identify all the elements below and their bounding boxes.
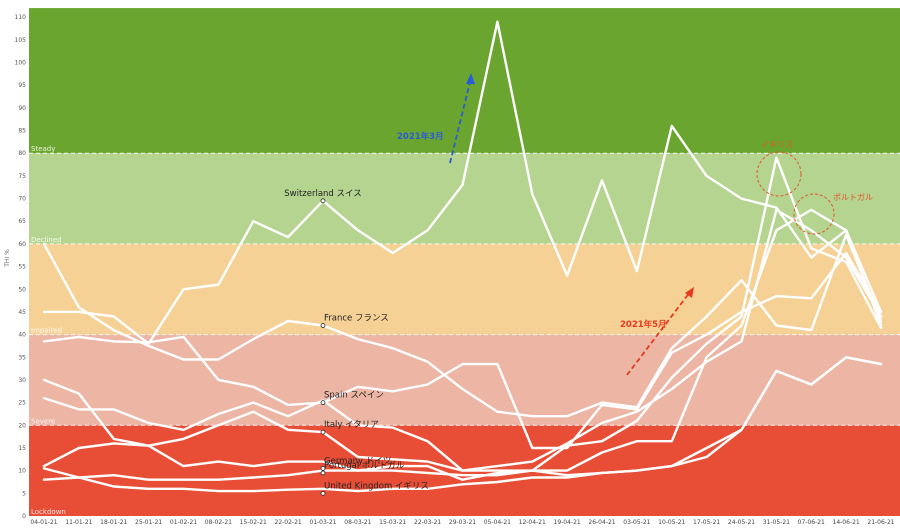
- x-tick-label: 31-05-21: [763, 519, 790, 525]
- x-tick-label: 01-03-21: [309, 519, 336, 525]
- y-tick-label: 40: [18, 332, 26, 339]
- x-tick-label: 26-04-21: [588, 519, 615, 525]
- x-tick-label: 01-02-21: [170, 519, 197, 525]
- point-layer: Switzerland スイス France フランス Spain スペイン Ital…: [284, 189, 429, 496]
- y-tick-label: 35: [18, 354, 26, 361]
- x-tick-label: 15-02-21: [240, 519, 267, 525]
- x-tick-label: 19-04-21: [554, 519, 581, 525]
- annotation-portugal: ポルトガル: [833, 192, 873, 202]
- annotation-march: 2021年3月: [397, 131, 444, 142]
- country-marker: [320, 490, 326, 496]
- y-tick-label: 75: [18, 173, 26, 180]
- series-line-france: [42, 233, 883, 418]
- x-tick-label: 11-01-21: [65, 519, 92, 525]
- country-label: Portugal ポルトガル: [324, 460, 405, 471]
- country-marker: [320, 470, 326, 476]
- country-marker: [320, 323, 326, 328]
- x-tick-label: 15-03-21: [379, 519, 406, 525]
- uk-highlight-circle: [756, 151, 802, 197]
- country-label: Spain スペイン: [324, 391, 384, 401]
- x-tick-label: 24-05-21: [728, 519, 755, 525]
- country-marker: [320, 429, 326, 435]
- may-arrow-line: [626, 291, 691, 376]
- x-tick-label: 29-03-21: [449, 519, 476, 525]
- country-label: Switzerland スイス: [284, 189, 362, 199]
- y-tick-label: 110: [15, 14, 27, 21]
- grid-layer: [29, 152, 900, 426]
- country-marker: [320, 198, 326, 204]
- y-tick-label: 10: [18, 468, 26, 475]
- y-tick-label: 100: [15, 60, 27, 67]
- band-label: Lockdown: [31, 508, 66, 516]
- y-tick-layer: 0 5 10 15 20 25 30 35 40 45 50 55 60 65 70 75 80 85 90 95 10…: [15, 14, 27, 520]
- y-tick-label: 5: [22, 490, 26, 497]
- x-tick-label: 05-04-21: [484, 519, 511, 525]
- x-tick-label: 10-05-21: [658, 519, 685, 525]
- y-tick-label: 105: [15, 37, 27, 44]
- annotation-uk: イギリス: [761, 140, 793, 149]
- band-declined: [29, 153, 900, 244]
- x-tick-label: 03-05-21: [623, 519, 650, 525]
- x-tick-label: 08-02-21: [205, 519, 232, 525]
- y-tick-label: 15: [18, 445, 26, 452]
- y-tick-label: 65: [18, 218, 26, 225]
- x-tick-label: 22-02-21: [275, 519, 302, 525]
- series-line-portugal: [42, 208, 883, 481]
- band-label: Steady: [31, 145, 55, 153]
- series-layer: [42, 20, 883, 493]
- annotation-may: 2021年5月: [620, 319, 667, 330]
- series-line-germany: [42, 208, 883, 472]
- band-label: Impaired: [31, 327, 62, 335]
- country-label: Italy イタリア: [324, 420, 379, 430]
- country-marker: [320, 400, 326, 406]
- y-tick-label: 95: [18, 82, 26, 89]
- band-severe: [29, 334, 900, 426]
- y-tick-label: 55: [18, 264, 26, 271]
- march-arrow-head: [466, 73, 475, 84]
- x-tick-label: 22-03-21: [414, 519, 441, 525]
- march-arrow-line: [449, 77, 472, 164]
- x-tick-label: 25-01-21: [135, 519, 162, 525]
- band-label: Severe: [31, 417, 55, 425]
- y-tick-label: 85: [18, 128, 26, 135]
- y-tick-label: 30: [18, 377, 26, 384]
- x-tick-label: 21-06-21: [867, 519, 894, 525]
- band-label: Declined: [31, 236, 62, 244]
- country-marker: [320, 465, 326, 471]
- y-tick-label: 80: [18, 150, 26, 157]
- y-tick-label: 0: [22, 513, 26, 520]
- x-tick-label: 08-03-21: [344, 519, 371, 525]
- may-arrow-head: [685, 287, 694, 298]
- series-line-switzerland: [42, 20, 883, 345]
- x-tick-label: 07-06-21: [798, 519, 825, 525]
- y-tick-label: 60: [18, 241, 26, 248]
- band-layer: [29, 8, 900, 516]
- x-tick-label: 17-05-21: [693, 519, 720, 525]
- y-tick-label: 50: [18, 286, 26, 293]
- country-label: Germany ドイツ: [324, 456, 391, 466]
- y-tick-label: 25: [18, 400, 26, 407]
- country-label: France フランス: [324, 314, 389, 324]
- x-tick-label: 14-06-21: [833, 519, 860, 525]
- y-tick-label: 70: [18, 196, 26, 203]
- country-label: United Kingdom イギリス: [324, 481, 429, 491]
- y-axis-label: THI %: [4, 249, 11, 268]
- y-tick-label: 20: [18, 422, 26, 429]
- band-impaired: [29, 243, 900, 335]
- x-tick-label: 12-04-21: [519, 519, 546, 525]
- portugal-highlight-circle: [793, 193, 835, 235]
- band-steady: [29, 8, 900, 154]
- band-label-layer: Lockdown Severe Impaired Declined Steady: [31, 145, 66, 516]
- x-tick-layer: 04-01-21 11-01-21 18-01-21 25-01-21 01-02-21…: [30, 519, 894, 526]
- series-line-extra: [42, 356, 883, 493]
- x-tick-label: 04-01-21: [30, 519, 57, 525]
- x-tick-label: 18-01-21: [100, 519, 127, 525]
- y-tick-label: 45: [18, 309, 26, 316]
- y-tick-label: 90: [18, 105, 26, 112]
